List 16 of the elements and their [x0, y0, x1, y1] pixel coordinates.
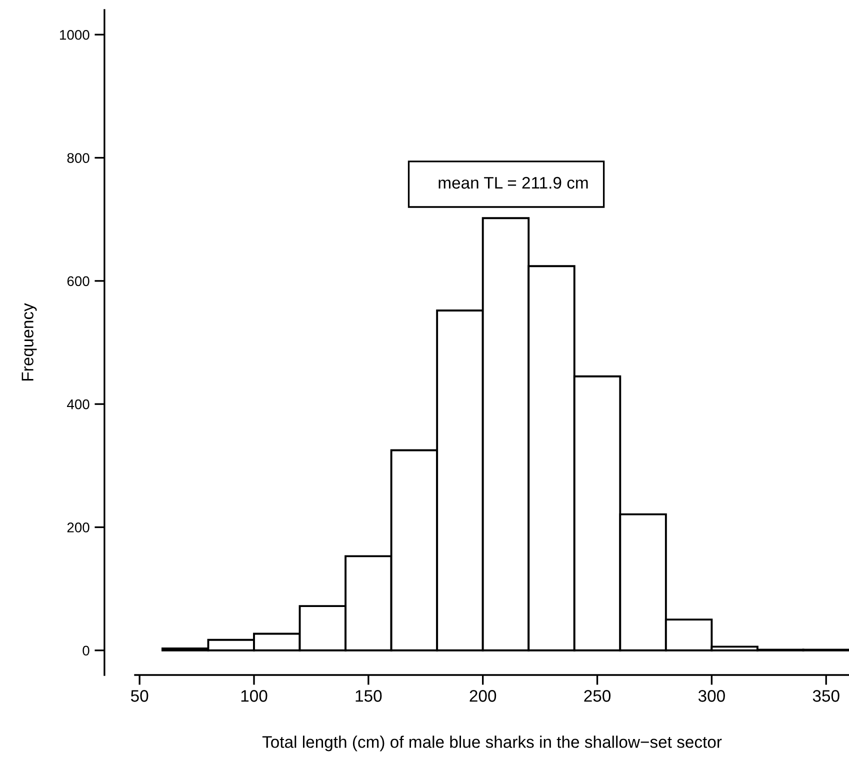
x-tick-label: 50	[130, 690, 148, 702]
y-tick-label: 1000	[60, 30, 90, 40]
y-tick-label: 600	[67, 276, 90, 286]
x-tick-label: 250	[584, 690, 611, 702]
y-tick-label: 200	[67, 522, 90, 532]
x-tick-label: 200	[470, 690, 496, 702]
x-axis-title: Total length (cm) of male blue sharks in the shallow−set sector	[262, 736, 722, 752]
x-tick-label: 300	[698, 690, 725, 702]
y-tick-label: 800	[67, 153, 90, 163]
x-tick-label: 150	[356, 690, 382, 702]
y-tick-label: 400	[67, 399, 90, 410]
y-tick-label: 0	[82, 646, 90, 656]
x-tick-label: 350	[812, 690, 840, 702]
annotation: mean TL = 211.9 cm	[438, 176, 588, 189]
y-axis-title: Frequency	[22, 303, 37, 380]
x-tick-label: 100	[241, 690, 268, 702]
